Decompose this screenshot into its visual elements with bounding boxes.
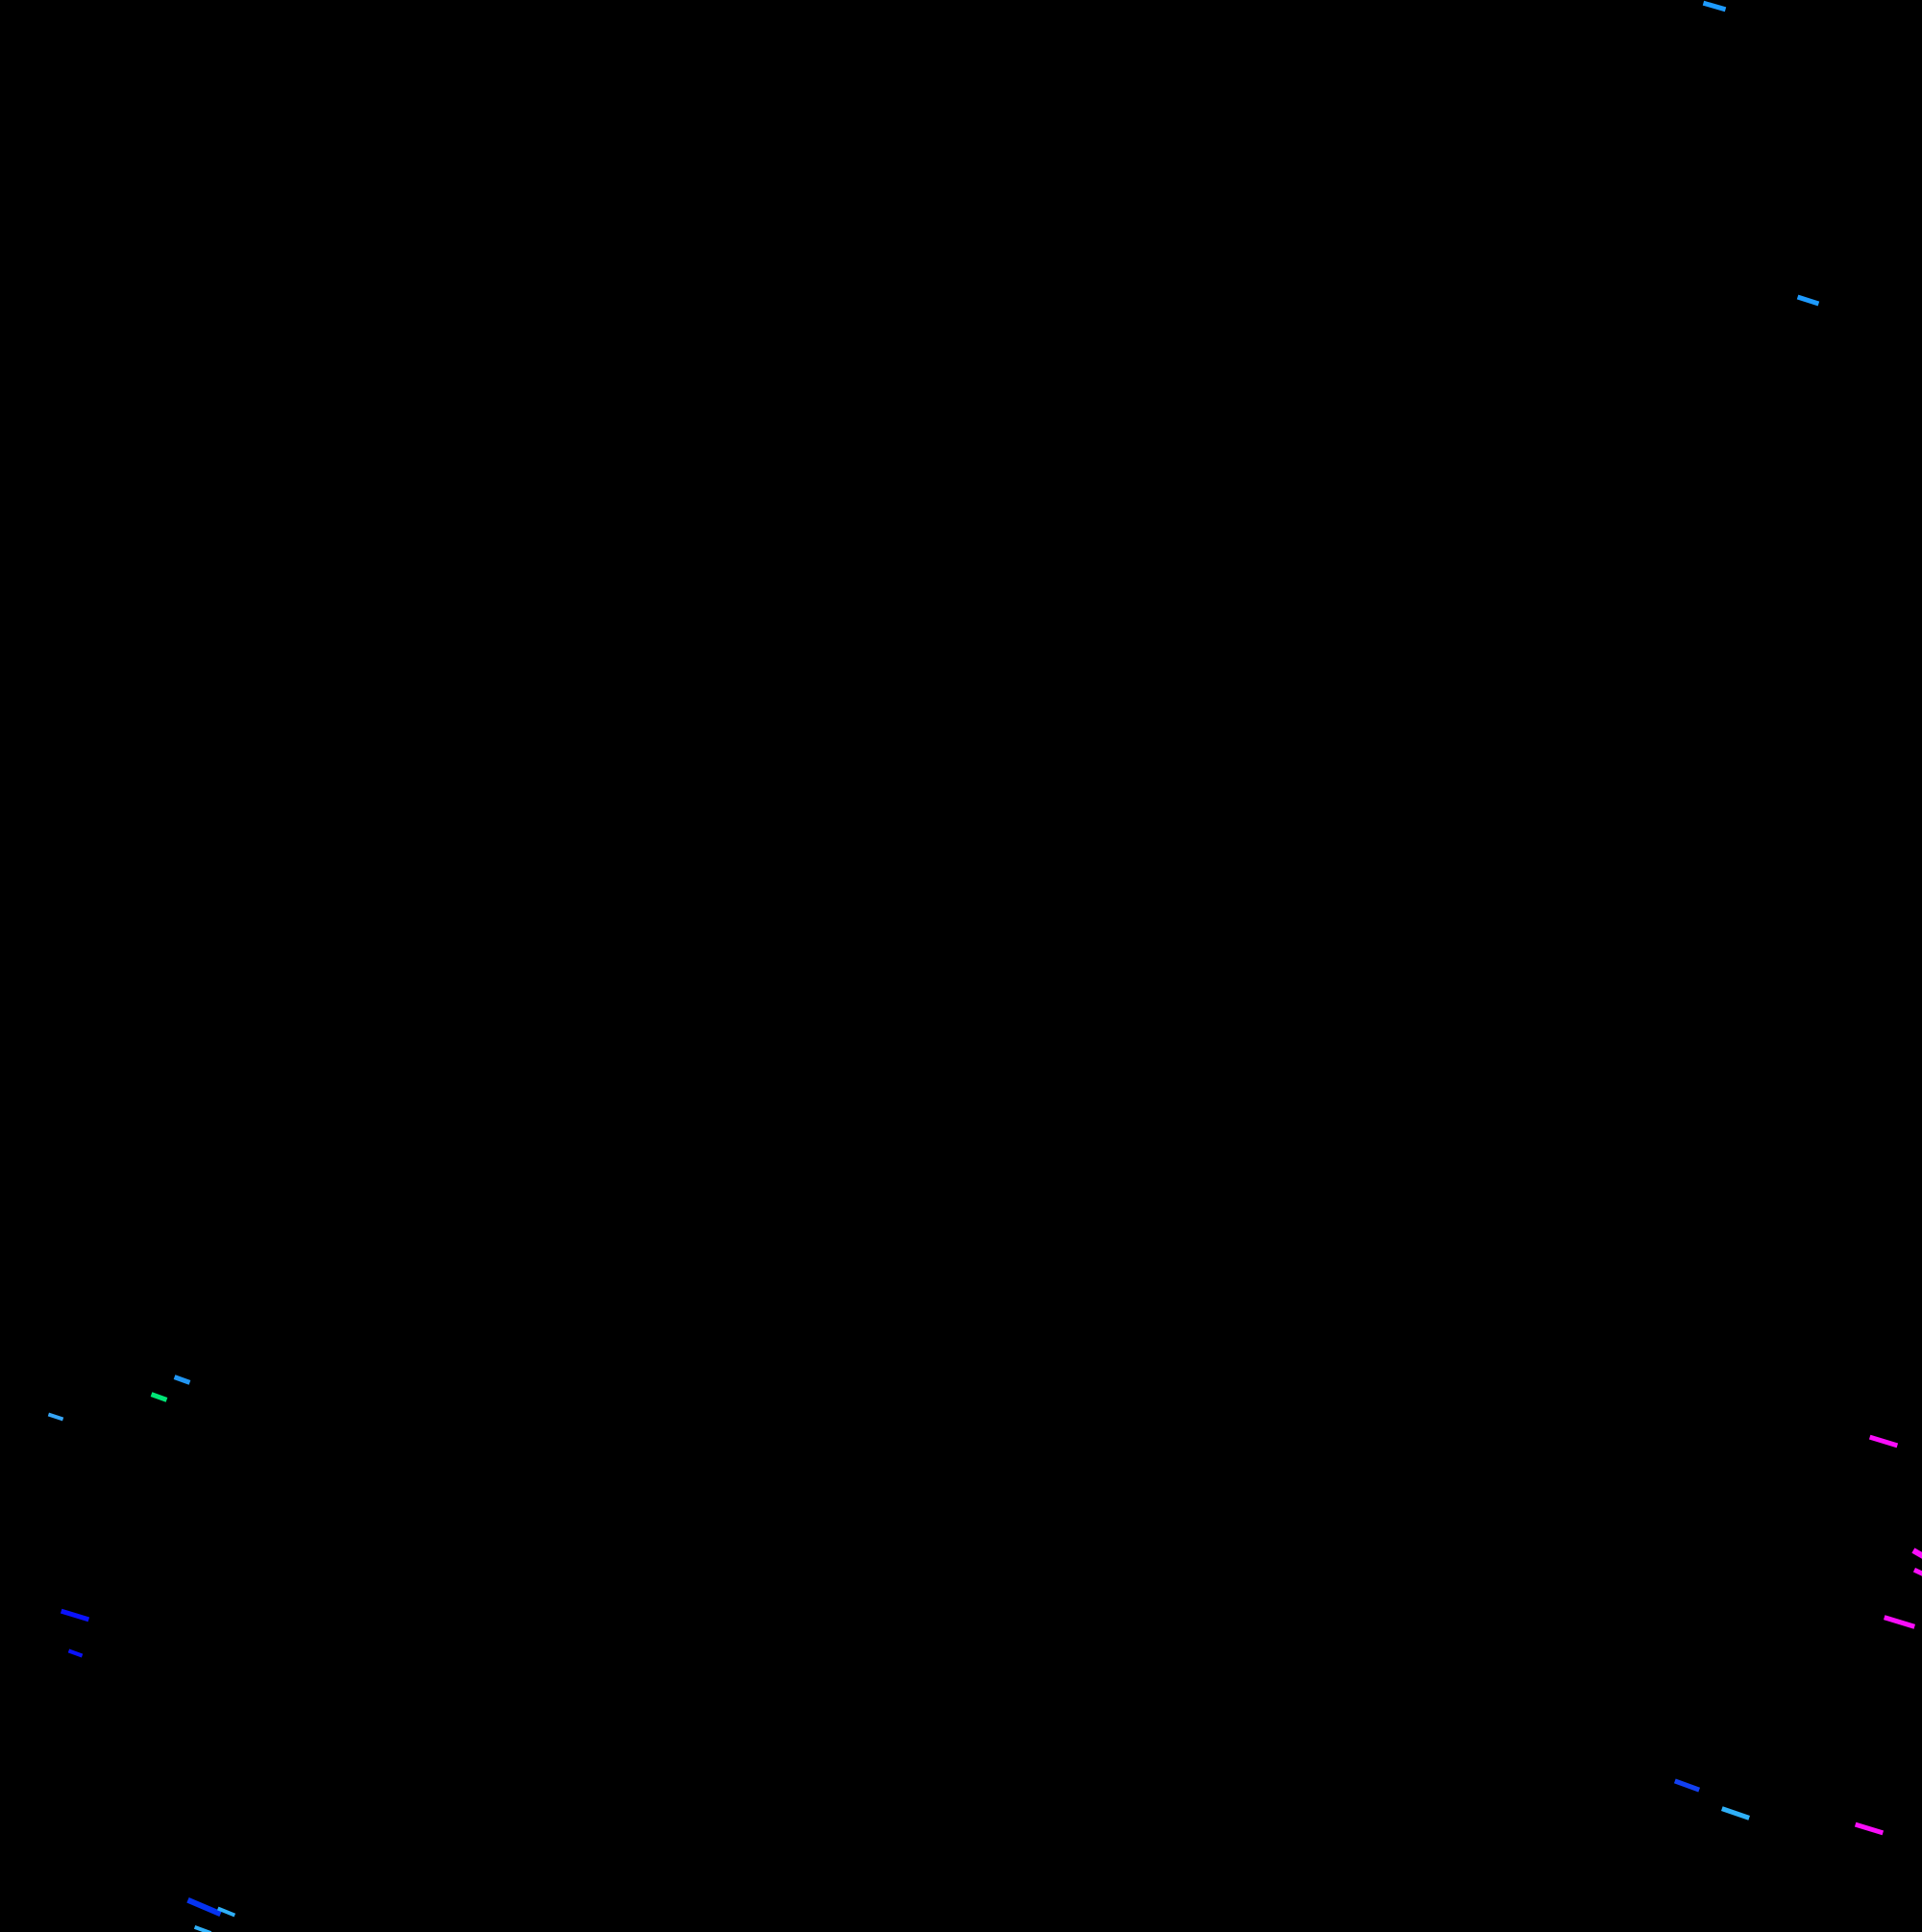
streak-left-cluster-blue (173, 1374, 190, 1385)
streak-edge-magenta-3 (1912, 1567, 1922, 1580)
streak-bottomleft-blue (185, 1897, 222, 1917)
streak-bottomright-sky (1721, 1805, 1750, 1821)
streak-left-blue-short (67, 1648, 83, 1658)
streak-left-cluster-light (47, 1412, 64, 1422)
streak-bottom-edge-sky (193, 1925, 212, 1932)
streak-right-magenta-4 (1883, 1614, 1915, 1629)
streak-edge-magenta-2 (1911, 1548, 1922, 1567)
streak-left-cluster-green (150, 1391, 167, 1402)
streak-top-right (1702, 0, 1727, 12)
streak-bottomright-blue (1673, 1778, 1700, 1792)
streak-right-magenta-1 (1868, 1434, 1899, 1448)
streak-left-blue-long (60, 1608, 90, 1622)
streak-right-upper (1796, 294, 1819, 306)
streak-bottomright-magenta (1854, 1821, 1885, 1835)
